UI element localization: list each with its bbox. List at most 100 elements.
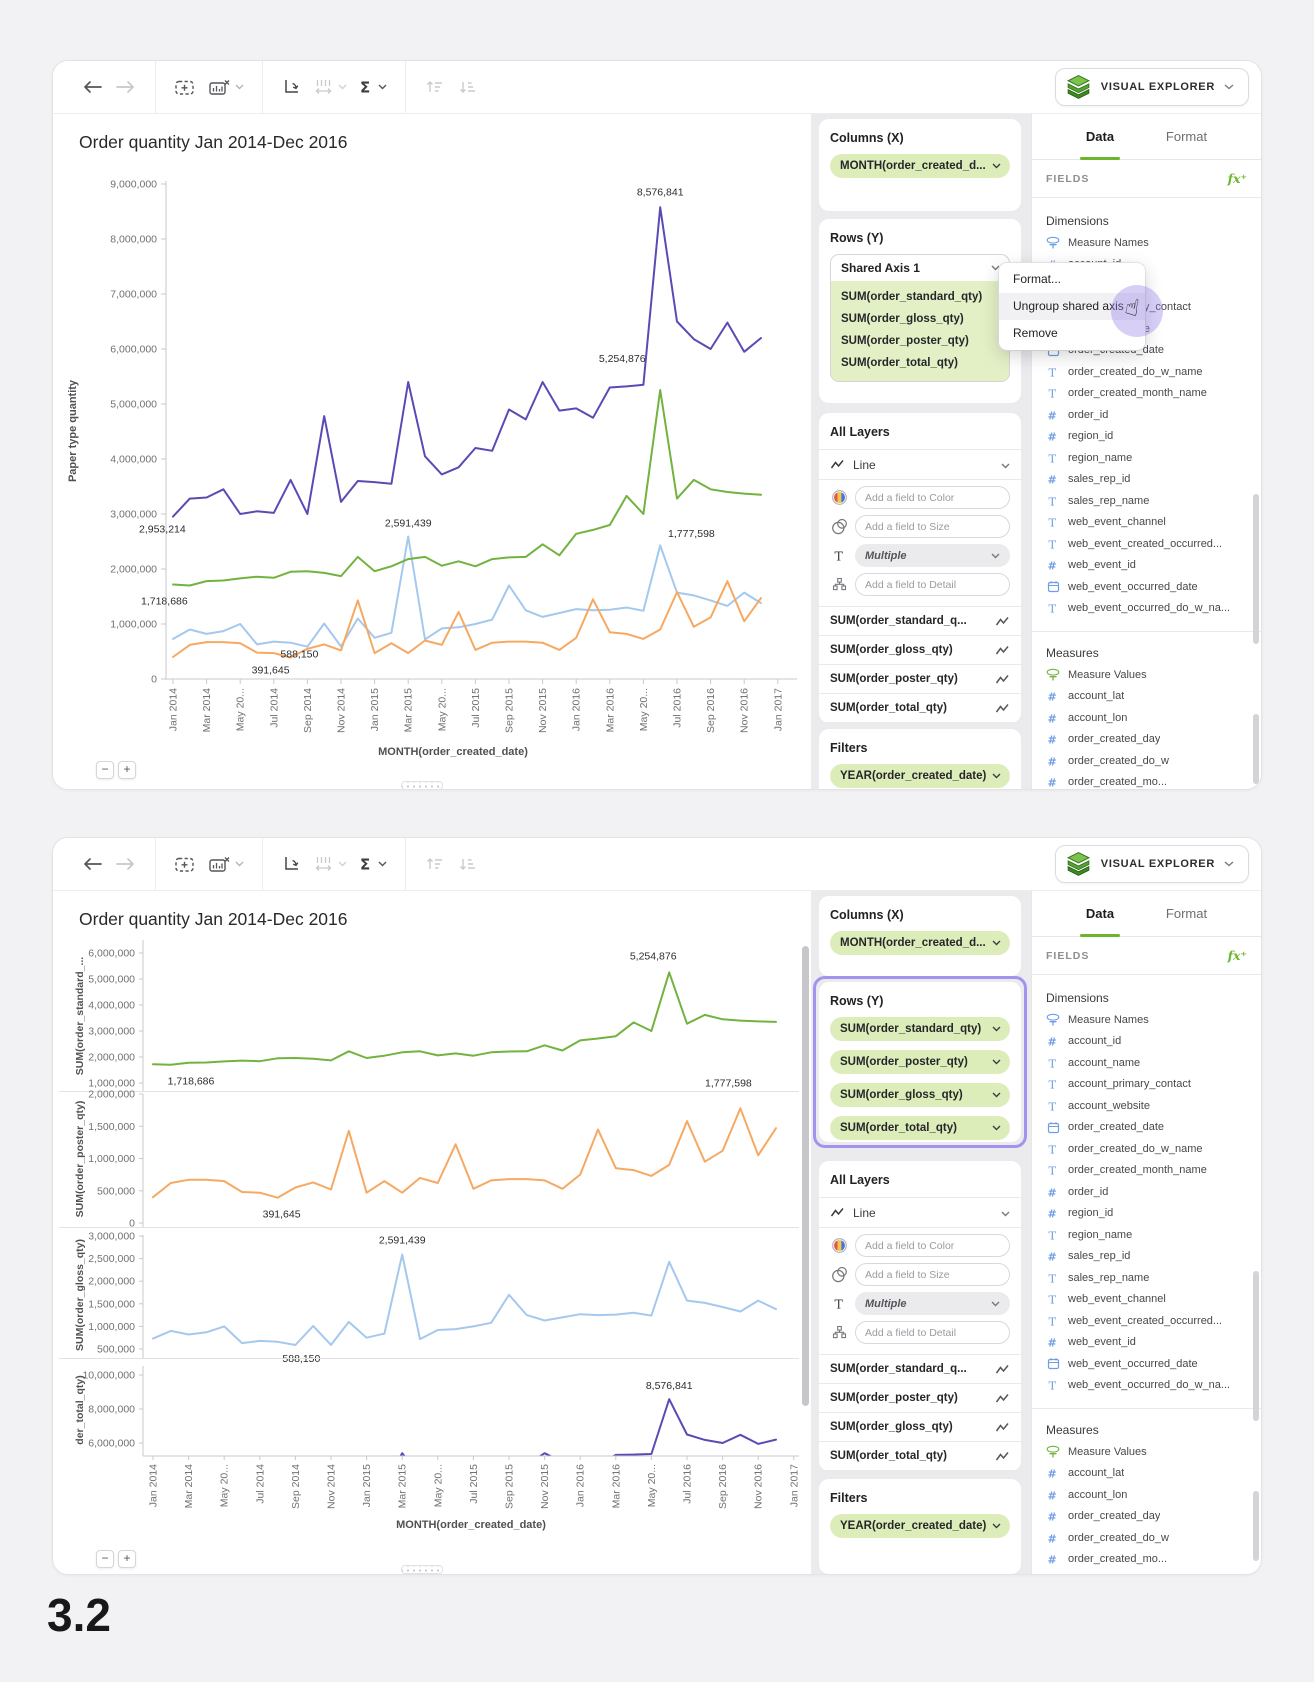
layer-field-row[interactable]: SUM(order_total_qty) (819, 1441, 1021, 1470)
back-button[interactable] (75, 75, 109, 99)
field-item-web-event-id[interactable]: # web_event_id (1047, 559, 1136, 572)
tab-format[interactable]: Format (1165, 129, 1208, 144)
shared-axis-field[interactable]: SUM(order_gloss_qty) (841, 313, 964, 325)
layer-field-row[interactable]: SUM(order_standard_q... (819, 606, 1021, 635)
field-item-web-event-occurred-date[interactable]: web_event_occurred_date (1032, 576, 1261, 598)
color-field-input[interactable]: Add a field to Color (855, 486, 1010, 509)
forward-button[interactable] (109, 75, 143, 99)
field-item-order-created-date[interactable]: order_created_date (1032, 1117, 1261, 1139)
field-item-web-event-id[interactable]: # web_event_id (1047, 1336, 1136, 1349)
layer-field-row[interactable]: SUM(order_poster_qty) (819, 1383, 1021, 1412)
detail-field-input[interactable]: Add a field to Detail (855, 1321, 1010, 1344)
layer-field-row[interactable]: SUM(order_gloss_qty) (819, 635, 1021, 664)
aggregate-button[interactable]: Σ (353, 851, 393, 877)
field-item-order-id[interactable]: # order_id (1047, 1185, 1109, 1198)
field-item-order-created-do-w[interactable]: # order_created_do_w (1047, 754, 1169, 767)
field-item-order-created-mo-[interactable]: # order_created_mo... (1047, 1553, 1168, 1566)
remove-visualization-button[interactable] (202, 74, 250, 101)
label-field-input[interactable]: Multiple (855, 544, 1010, 567)
sort-descending-button[interactable] (451, 852, 484, 876)
add-visualization-button[interactable] (168, 74, 202, 101)
scroll-indicator[interactable] (401, 1565, 443, 1574)
tab-format[interactable]: Format (1165, 906, 1208, 921)
field-item-order-created-day[interactable]: # order_created_day (1047, 733, 1161, 746)
mark-type-dropdown[interactable]: Line (819, 1197, 1021, 1228)
chart-scrollbar[interactable] (802, 946, 809, 1406)
tab-data[interactable]: Data (1079, 114, 1121, 160)
field-item-order-id[interactable]: # order_id (1047, 408, 1109, 421)
layer-field-row[interactable]: SUM(order_gloss_qty) (819, 1412, 1021, 1441)
add-visualization-button[interactable] (168, 851, 202, 878)
columns-field-pill[interactable]: MONTH(order_created_d... (830, 154, 1010, 178)
forward-button[interactable] (109, 852, 143, 876)
field-item-region-id[interactable]: # region_id (1047, 1207, 1114, 1220)
color-field-input[interactable]: Add a field to Color (855, 1234, 1010, 1257)
field-item-account-lat[interactable]: # account_lat (1047, 1467, 1125, 1480)
detail-field-input[interactable]: Add a field to Detail (855, 573, 1010, 596)
shared-axis-dropdown[interactable]: Shared Axis 1 (830, 254, 1010, 281)
visual-explorer-button[interactable]: VISUAL EXPLORER (1054, 68, 1249, 106)
rows-field-pill[interactable]: SUM(order_total_qty) (830, 1116, 1010, 1140)
menu-item-remove[interactable]: Remove (1013, 326, 1058, 340)
layer-field-row[interactable]: SUM(order_total_qty) (819, 693, 1021, 722)
field-item-measure-values[interactable]: Measure Values (1032, 1441, 1261, 1463)
size-field-input[interactable]: Add a field to Size (855, 1263, 1010, 1286)
field-item-web-event-occurred-date[interactable]: web_event_occurred_date (1032, 1353, 1261, 1375)
swap-axes-button[interactable] (275, 851, 307, 877)
field-item-account-lat[interactable]: # account_lat (1047, 690, 1125, 703)
field-item-sales-rep-id[interactable]: # sales_rep_id (1047, 473, 1131, 486)
menu-item-ungroup-shared-axis[interactable]: Ungroup shared axis (999, 293, 1145, 320)
swap-axes-button[interactable] (275, 74, 307, 100)
rows-field-pill[interactable]: SUM(order_poster_qty) (830, 1050, 1010, 1074)
field-item-measure-values[interactable]: Measure Values (1032, 664, 1261, 686)
field-item-account-lon[interactable]: # account_lon (1047, 1488, 1128, 1501)
field-item-order-created-mo-[interactable]: # order_created_mo... (1047, 776, 1168, 789)
tab-data[interactable]: Data (1079, 891, 1121, 937)
dimensions-scrollbar[interactable] (1253, 494, 1259, 644)
size-field-input[interactable]: Add a field to Size (855, 515, 1010, 538)
rows-field-pill[interactable]: SUM(order_standard_qty) (830, 1017, 1010, 1041)
field-item-sales-rep-id[interactable]: # sales_rep_id (1047, 1250, 1131, 1263)
fit-axis-width-button[interactable] (307, 74, 353, 100)
add-calculated-field-button[interactable]: fx⁺ (1227, 171, 1247, 186)
layer-field-row[interactable]: SUM(order_standard_q... (819, 1354, 1021, 1383)
shared-axis-field[interactable]: SUM(order_poster_qty) (841, 335, 969, 347)
add-calculated-field-button[interactable]: fx⁺ (1227, 948, 1247, 963)
fit-axis-width-button[interactable] (307, 851, 353, 877)
visual-explorer-button[interactable]: VISUAL EXPLORER (1054, 845, 1249, 883)
aggregate-button[interactable]: Σ (353, 74, 393, 100)
sort-ascending-button[interactable] (418, 75, 451, 99)
label-field-input[interactable]: Multiple (855, 1292, 1010, 1315)
field-item-order-created-day[interactable]: # order_created_day (1047, 1510, 1161, 1523)
dimensions-scrollbar[interactable] (1253, 1271, 1259, 1421)
columns-field-pill[interactable]: MONTH(order_created_d... (830, 931, 1010, 955)
shared-axis-field[interactable]: SUM(order_standard_qty) (841, 291, 983, 303)
field-item-measure-names[interactable]: Measure Names (1032, 232, 1261, 254)
layer-field-row[interactable]: SUM(order_poster_qty) (819, 664, 1021, 693)
field-item-measure-names[interactable]: Measure Names (1032, 1009, 1261, 1031)
zoom-in-button[interactable]: + (118, 1550, 136, 1568)
scroll-indicator[interactable] (401, 781, 443, 789)
sort-descending-button[interactable] (451, 75, 484, 99)
back-button[interactable] (75, 852, 109, 876)
remove-visualization-button[interactable] (202, 851, 250, 878)
rows-field-pill[interactable]: SUM(order_gloss_qty) (830, 1083, 1010, 1107)
zoom-out-button[interactable]: − (96, 761, 114, 779)
